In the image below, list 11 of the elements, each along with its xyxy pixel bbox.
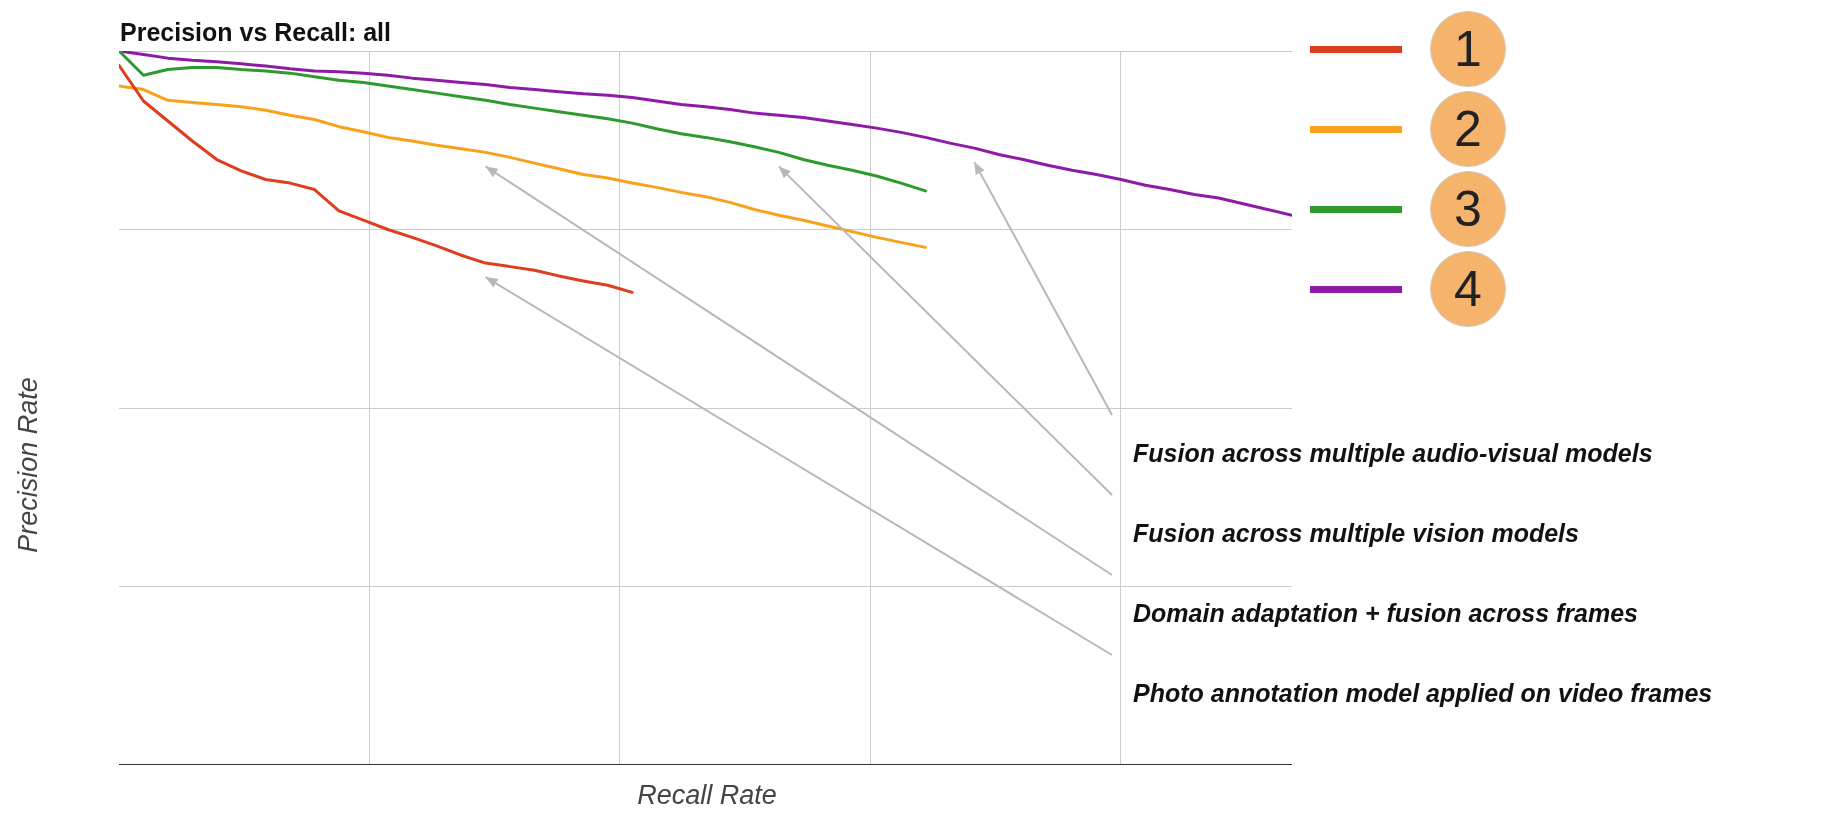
legend-label: 2 (1430, 91, 1506, 167)
x-axis-title: Recall Rate (637, 779, 777, 811)
annotation: Domain adaptation + fusion across frames (1133, 598, 1638, 628)
chart-title: Precision vs Recall: all (120, 18, 391, 47)
annotation: Fusion across multiple audio-visual models (1133, 438, 1653, 468)
annotation: Fusion across multiple vision models (1133, 518, 1579, 548)
legend-label: 3 (1430, 171, 1506, 247)
y-axis-title: Precision Rate (12, 377, 44, 553)
legend-label: 1 (1430, 11, 1506, 87)
annotation: Photo annotation model applied on video frames (1133, 678, 1713, 708)
legend-label: 4 (1430, 251, 1506, 327)
